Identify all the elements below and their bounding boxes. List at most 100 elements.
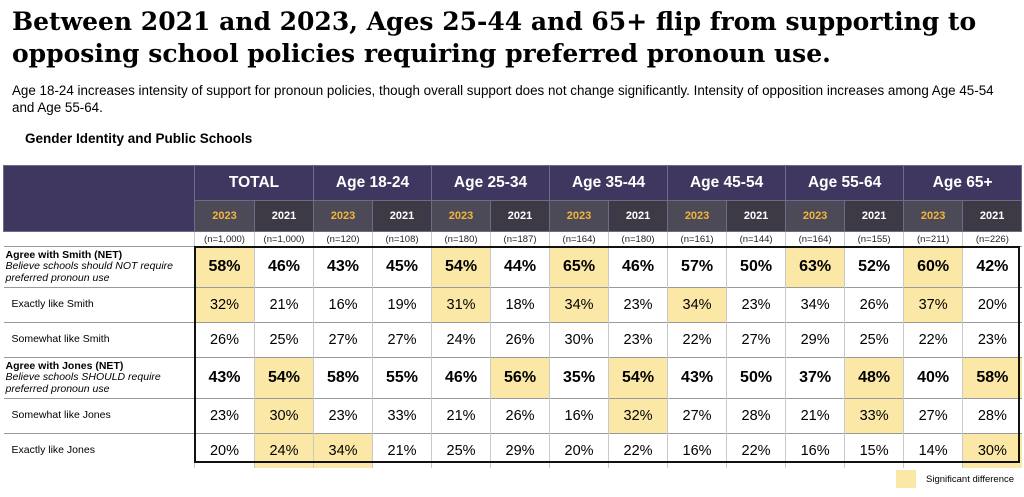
- data-cell: 26%: [194, 322, 255, 358]
- data-cell: 34%: [667, 287, 727, 323]
- data-cell: 23%: [194, 398, 255, 434]
- data-cell: 34%: [785, 287, 845, 323]
- data-cell: 15%: [844, 433, 904, 468]
- data-cell: 26%: [490, 398, 550, 434]
- data-cell: 14%: [903, 433, 963, 468]
- data-cell: 54%: [431, 246, 491, 288]
- group-header: Age 55-64: [785, 165, 905, 201]
- data-cell: 16%: [313, 287, 373, 323]
- data-cell: 25%: [431, 433, 491, 468]
- data-cell: 28%: [962, 398, 1022, 434]
- group-header: TOTAL: [193, 165, 315, 201]
- row-label-text: Exactly like Smith: [11, 298, 94, 311]
- data-cell: 30%: [549, 322, 609, 358]
- year-header: 2023: [903, 200, 964, 232]
- data-cell: 44%: [490, 246, 550, 288]
- group-header: Age 25-34: [431, 165, 551, 201]
- data-cell: 43%: [667, 357, 727, 399]
- group-header: Age 18-24: [313, 165, 433, 201]
- data-cell: 22%: [667, 322, 727, 358]
- group-header: Age 45-54: [667, 165, 787, 201]
- year-header: 2021: [253, 200, 315, 232]
- data-cell: 42%: [962, 246, 1022, 288]
- table-row: Agree with Jones (NET) Believe schools SH…: [3, 357, 1022, 399]
- data-cell: 58%: [313, 357, 373, 399]
- data-cell: 63%: [785, 246, 845, 288]
- data-cell: 27%: [667, 398, 727, 434]
- data-cell: 28%: [726, 398, 786, 434]
- data-cell: 23%: [962, 322, 1022, 358]
- data-cell: 25%: [253, 322, 314, 358]
- data-cell: 20%: [549, 433, 609, 468]
- year-header: 2021: [490, 200, 551, 232]
- row-description: Believe schools SHOULD require preferred…: [5, 371, 161, 395]
- data-cell: 27%: [726, 322, 786, 358]
- table-row: Exactly like Jones 20% 24% 34% 21% 25% 29% 20% 2…: [3, 433, 1022, 468]
- table-row: Agree with Smith (NET) Believe schools sh…: [3, 246, 1022, 288]
- year-header: 2023: [194, 200, 255, 232]
- sample-size: (n=211): [903, 231, 963, 247]
- sample-size: (n=164): [785, 231, 845, 247]
- data-cell: 21%: [253, 287, 314, 323]
- data-cell: 24%: [431, 322, 491, 358]
- data-cell: 22%: [608, 433, 668, 468]
- data-cell: 26%: [844, 287, 904, 323]
- sample-size: (n=164): [549, 231, 609, 247]
- data-cell: 27%: [903, 398, 963, 434]
- row-label: Exactly like Smith: [3, 287, 195, 323]
- n-row-label: [3, 231, 195, 247]
- year-header: 2023: [667, 200, 728, 232]
- data-cell: 50%: [726, 357, 786, 399]
- sample-size: (n=1,000): [253, 231, 314, 247]
- results-table: TOTAL Age 18-24 Age 25-34 Age 35-44 Age 45-5…: [3, 165, 1023, 468]
- data-cell: 22%: [726, 433, 786, 468]
- header-corner: [3, 165, 195, 232]
- data-cell: 40%: [903, 357, 963, 399]
- table-row: Somewhat like Jones 23% 30% 23% 33% 21% 26% 16%…: [3, 398, 1022, 434]
- sample-size: (n=1,000): [194, 231, 255, 247]
- data-cell: 58%: [962, 357, 1022, 399]
- data-cell: 19%: [372, 287, 432, 323]
- data-cell: 46%: [608, 246, 668, 288]
- group-header: Age 35-44: [549, 165, 669, 201]
- data-cell: 54%: [253, 357, 314, 399]
- data-cell: 56%: [490, 357, 550, 399]
- data-cell: 43%: [194, 357, 255, 399]
- data-cell: 50%: [726, 246, 786, 288]
- sample-size: (n=180): [608, 231, 668, 247]
- data-cell: 18%: [490, 287, 550, 323]
- row-label-text: Agree with Jones (NET): [5, 359, 124, 372]
- page-title: Between 2021 and 2023, Ages 25-44 and 65…: [12, 7, 977, 68]
- data-cell: 34%: [549, 287, 609, 323]
- data-cell: 31%: [431, 287, 491, 323]
- data-cell: 23%: [608, 287, 668, 323]
- sample-size: (n=226): [962, 231, 1022, 247]
- data-cell: 37%: [785, 357, 845, 399]
- data-cell: 16%: [549, 398, 609, 434]
- legend-swatch: [896, 470, 916, 488]
- data-cell: 30%: [253, 398, 314, 434]
- data-cell: 54%: [608, 357, 668, 399]
- year-header: 2021: [608, 200, 669, 232]
- row-label-text: Somewhat like Jones: [11, 409, 111, 422]
- year-header: 2023: [431, 200, 492, 232]
- table-row: Exactly like Smith 32% 21% 16% 19% 31% 18% 34% 2…: [3, 287, 1022, 323]
- row-label-text: Somewhat like Smith: [11, 333, 110, 346]
- data-cell: 26%: [490, 322, 550, 358]
- sample-size: (n=187): [490, 231, 550, 247]
- data-cell: 45%: [372, 246, 432, 288]
- row-label: Somewhat like Jones: [3, 398, 195, 434]
- data-cell: 37%: [903, 287, 963, 323]
- data-cell: 48%: [844, 357, 904, 399]
- row-label: Agree with Smith (NET) Believe schools sh…: [3, 246, 195, 288]
- data-cell: 27%: [313, 322, 373, 358]
- sample-size: (n=155): [844, 231, 904, 247]
- data-cell: 55%: [372, 357, 432, 399]
- data-cell: 23%: [726, 287, 786, 323]
- data-cell: 21%: [372, 433, 432, 468]
- data-cell: 20%: [962, 287, 1022, 323]
- data-cell: 16%: [785, 433, 845, 468]
- page-subtitle: Age 18-24 increases intensity of support…: [12, 83, 994, 115]
- row-label-text: Agree with Smith (NET): [5, 248, 123, 261]
- year-header: 2021: [726, 200, 787, 232]
